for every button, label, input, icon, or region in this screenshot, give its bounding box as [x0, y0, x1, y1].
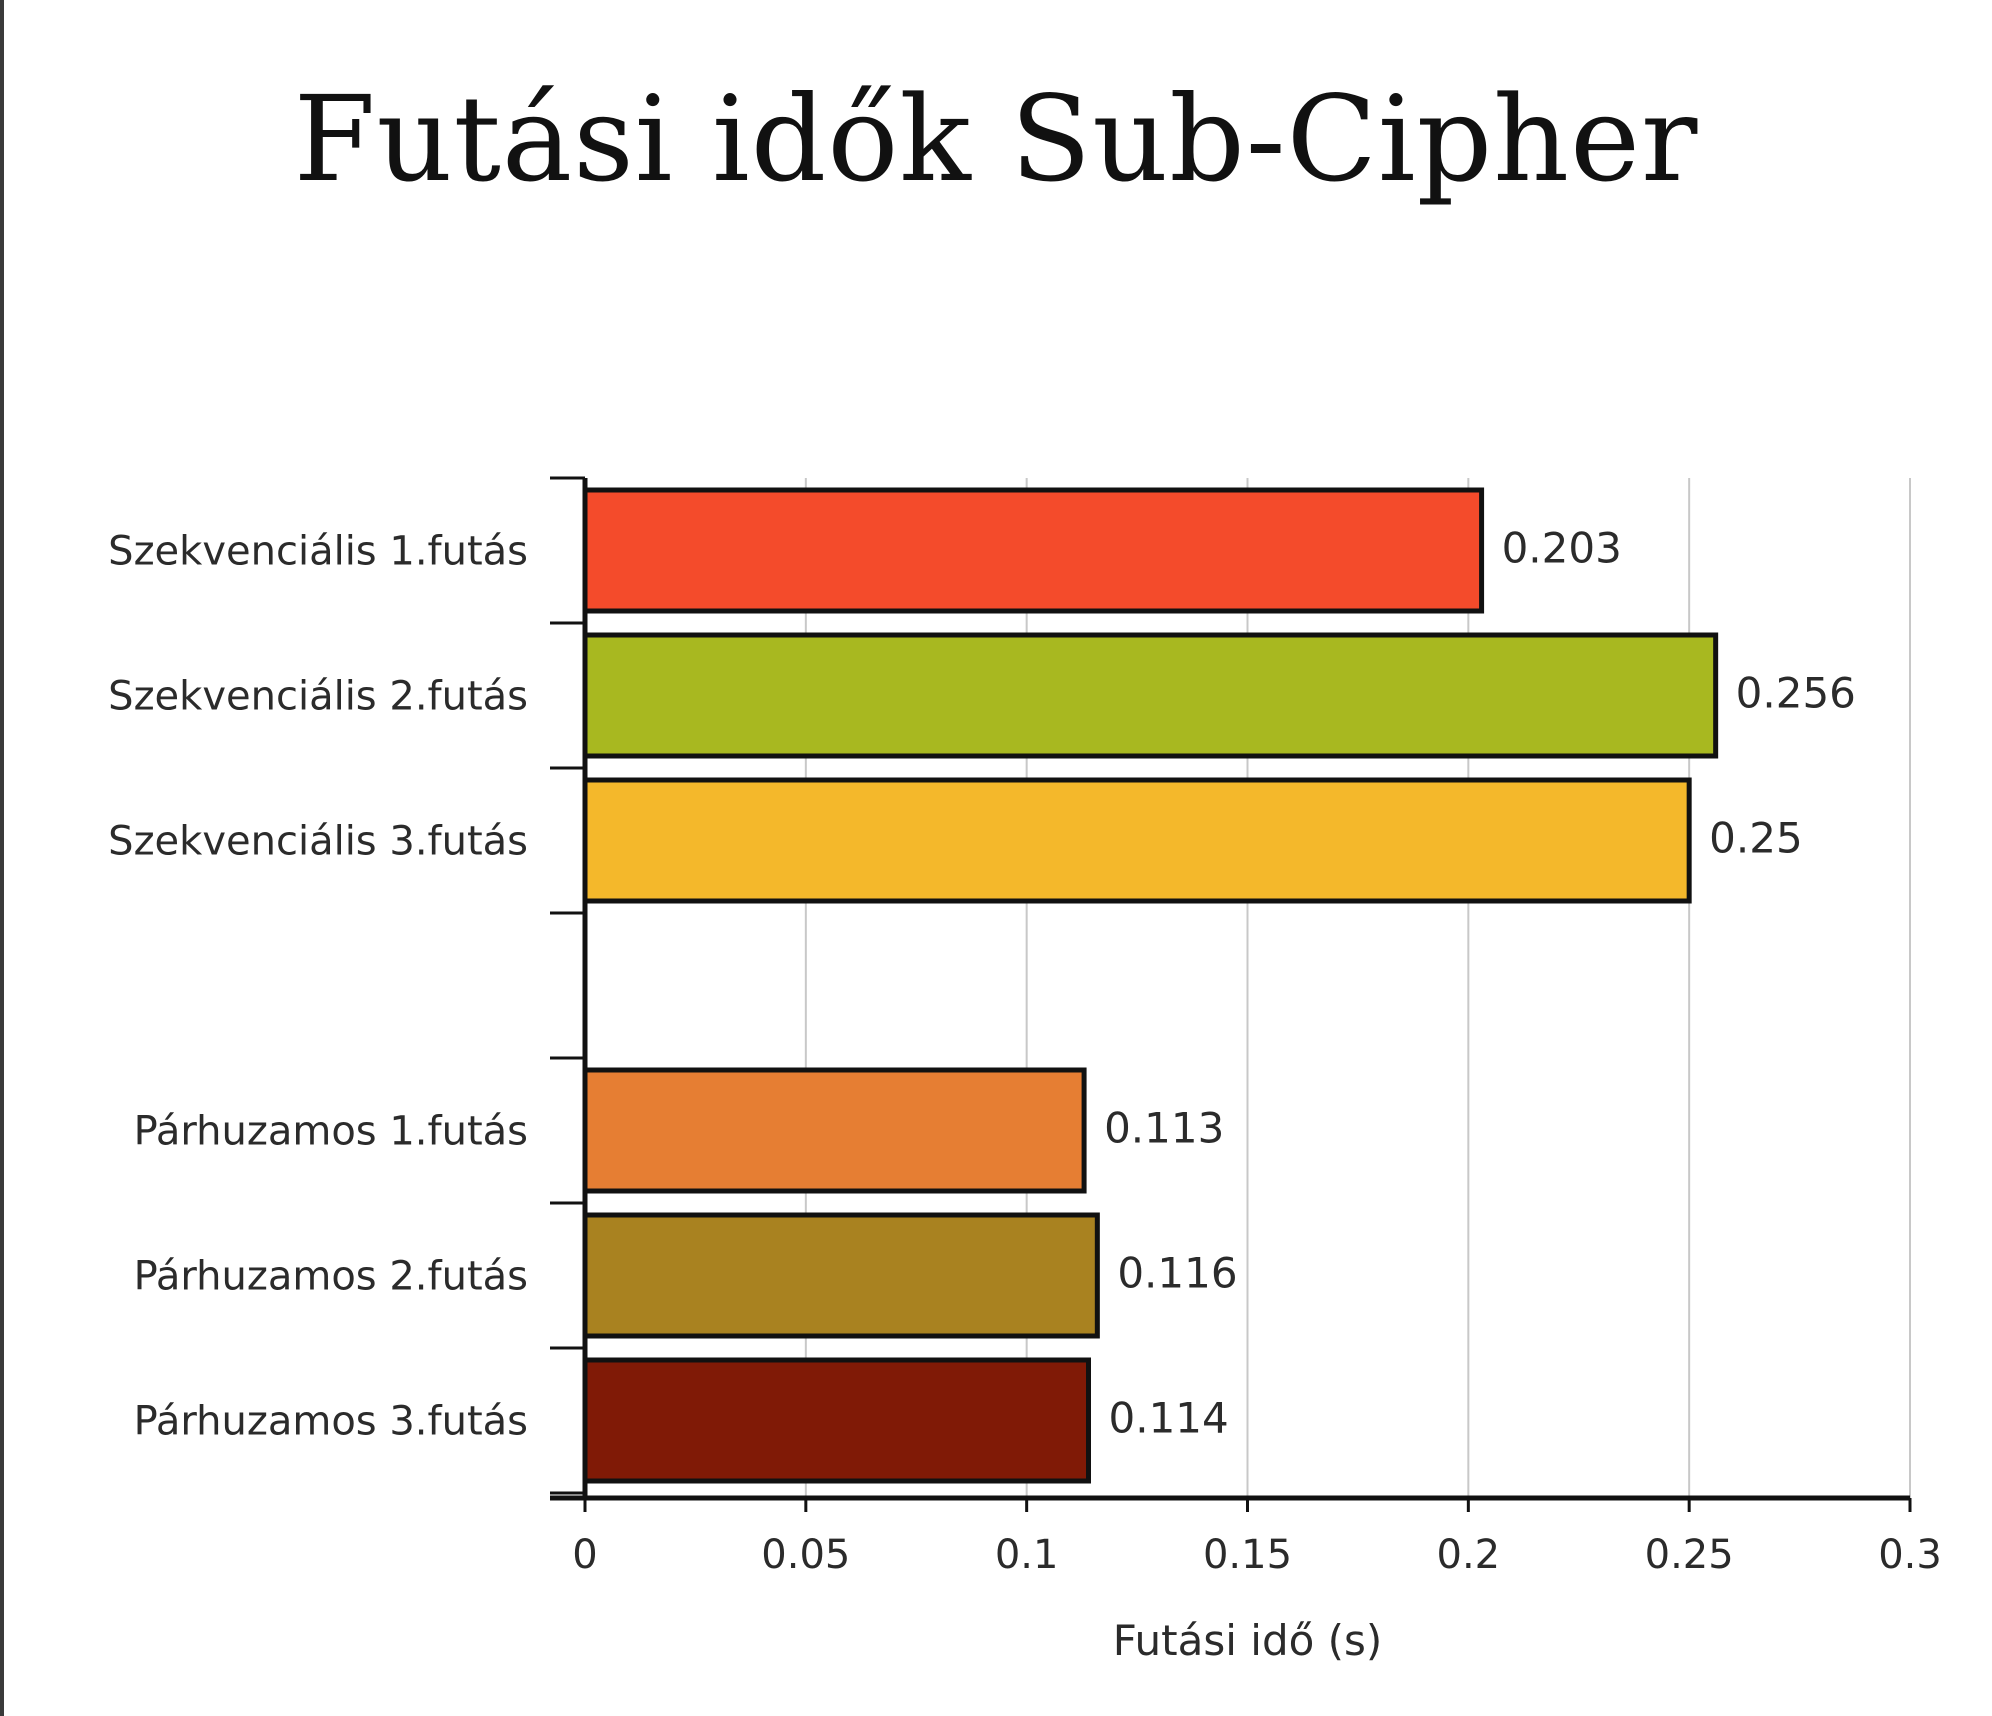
- bar: [582, 1357, 1091, 1484]
- x-tick-label: 0.15: [1203, 1532, 1292, 1578]
- axes: [550, 478, 1912, 1512]
- x-tick-label: 0: [572, 1532, 597, 1578]
- bars: [582, 487, 1719, 1484]
- bar: [582, 1067, 1087, 1194]
- x-tick-label: 0.05: [761, 1532, 850, 1578]
- bar: [582, 777, 1692, 904]
- category-label: Szekvenciális 1.futás: [108, 529, 528, 575]
- x-tick-label: 0.1: [995, 1532, 1059, 1578]
- x-axis-title: Futási idő (s): [1113, 1616, 1383, 1665]
- gridlines: [804, 478, 1911, 1498]
- value-label: 0.256: [1736, 669, 1856, 718]
- category-labels: Szekvenciális 1.futás Szekvenciális 2.fut…: [108, 529, 528, 1445]
- y-axis-ticks: [550, 476, 585, 1495]
- bar: [582, 487, 1485, 614]
- left-border: [0, 0, 4, 1716]
- value-label: 0.114: [1109, 1394, 1229, 1443]
- value-label: 0.203: [1502, 524, 1622, 573]
- bar: [582, 1212, 1100, 1339]
- value-label: 0.113: [1104, 1104, 1224, 1153]
- category-label: Párhuzamos 1.futás: [134, 1109, 528, 1155]
- category-label: Szekvenciális 3.futás: [108, 819, 528, 865]
- value-label: 0.25: [1709, 814, 1803, 863]
- x-tick-label: 0.2: [1437, 1532, 1501, 1578]
- value-labels: 0.203 0.256 0.25 0.113 0.116 0.114: [1104, 524, 1856, 1443]
- category-label: Szekvenciális 2.futás: [108, 674, 528, 720]
- x-tick-label: 0.3: [1878, 1532, 1942, 1578]
- x-tick-label: 0.25: [1645, 1532, 1734, 1578]
- chart-title: Futási idők Sub-Cipher: [293, 70, 1699, 208]
- category-label: Párhuzamos 3.futás: [134, 1399, 528, 1445]
- value-label: 0.116: [1117, 1249, 1237, 1298]
- x-tick-labels: 0 0.05 0.1 0.15 0.2 0.25 0.3: [572, 1532, 1942, 1578]
- bar: [582, 632, 1719, 759]
- category-label: Párhuzamos 2.futás: [134, 1254, 528, 1300]
